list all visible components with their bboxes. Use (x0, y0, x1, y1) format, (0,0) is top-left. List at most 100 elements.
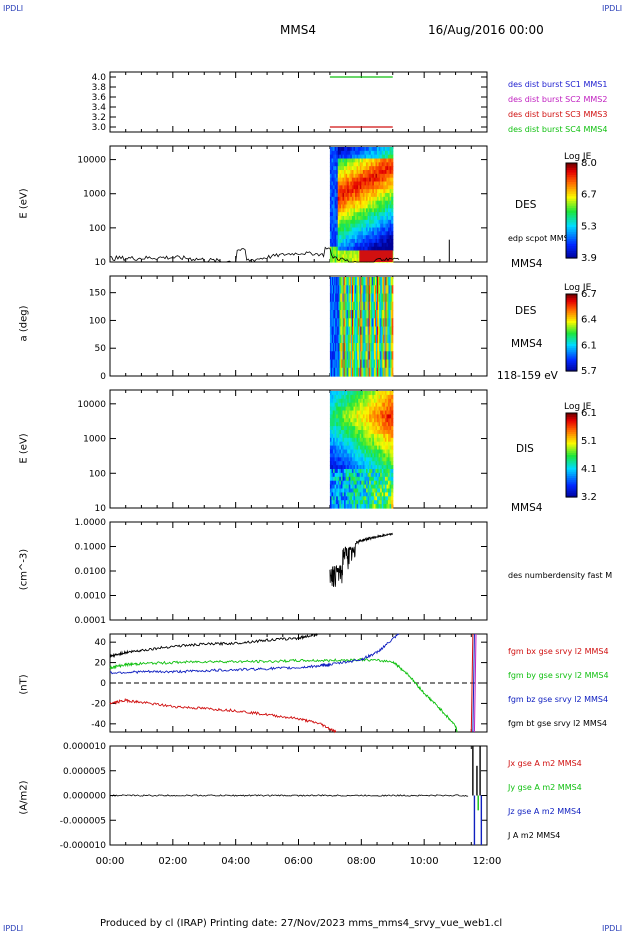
spectrogram-cell (389, 410, 392, 415)
spectrogram-cell (359, 500, 362, 505)
spectrogram-cell (370, 465, 373, 470)
spectrogram-cell (354, 318, 356, 328)
spectrogram-cell (375, 326, 378, 336)
spectrogram-cell (333, 227, 336, 232)
spectrogram-cell (340, 414, 344, 419)
spectrogram-cell (367, 472, 370, 478)
spectrogram-cell (375, 422, 378, 427)
spectrogram-cell (375, 476, 378, 482)
spectrogram-cell (372, 166, 375, 171)
spectrogram-cell (386, 200, 389, 206)
spectrogram-cell (367, 480, 370, 486)
spectrogram-cell (370, 189, 373, 194)
spectrogram-cell (378, 219, 381, 225)
spectrogram-cell (339, 488, 342, 493)
spectrogram-cell (356, 147, 359, 152)
spectrogram-cell (375, 285, 378, 295)
spectrogram-cell (355, 285, 357, 295)
spectrogram-cell (355, 196, 358, 202)
spectrogram-cell (340, 367, 343, 377)
spectrogram-cell (358, 285, 360, 295)
spectrogram-cell (359, 189, 362, 194)
spectrogram-cell (377, 441, 380, 447)
spectrogram-cell (372, 242, 375, 248)
spectrogram-cell (373, 285, 376, 295)
legend-entry: fgm by gse srvy l2 MMS4 (508, 671, 609, 680)
spectrogram-cell (333, 235, 336, 240)
spectrogram-cell (381, 391, 384, 396)
spectrogram-cell (384, 227, 388, 232)
spectrogram-cell (334, 488, 337, 493)
spectrogram-cell (366, 410, 369, 415)
spectrogram-cell (348, 402, 351, 408)
spectrogram-cell (370, 496, 373, 501)
spectrogram-cell (337, 200, 340, 206)
spectrogram-cell (366, 343, 369, 352)
spectrogram-cell (359, 391, 362, 396)
spectrogram-cell (364, 433, 367, 439)
spectrogram-cell (334, 359, 336, 369)
spectrogram-cell (378, 318, 380, 328)
spectrogram-cell (365, 277, 368, 286)
spectrogram-cell (375, 441, 378, 447)
spectrogram-cell (369, 162, 372, 167)
spectrogram-cell (358, 398, 361, 404)
colorbar-tick-label: 3.2 (581, 492, 597, 503)
spectrogram-cell (350, 254, 353, 259)
spectrogram-cell (344, 406, 347, 412)
spectrogram-cell (355, 318, 357, 328)
spectrogram-cell (329, 406, 333, 412)
spectrogram-cell (380, 394, 383, 400)
colorbar-segment (566, 229, 577, 233)
spectrogram-cell (377, 216, 380, 221)
spectrogram-cell (388, 343, 391, 352)
spectrogram-cell (381, 402, 384, 408)
spectrogram-cell (335, 334, 337, 344)
spectrogram-cell (366, 476, 369, 482)
spectrogram-cell (343, 285, 346, 295)
spectrogram-cell (363, 326, 366, 336)
spectrogram-cell (345, 445, 348, 451)
spectrogram-cell (356, 181, 359, 186)
spectrogram-cell (366, 334, 369, 344)
spectrogram-cell (329, 200, 333, 206)
spectrogram-cell (381, 147, 384, 152)
spectrogram-cell (375, 189, 378, 194)
spectrogram-cell (356, 301, 358, 311)
spectrogram-cell (340, 410, 344, 415)
spectrogram-cell (370, 193, 373, 198)
spectrogram-cell (367, 204, 370, 209)
spectrogram-cell (387, 277, 390, 286)
spectrogram-cell (356, 367, 358, 377)
spectrogram-cell (373, 394, 377, 400)
spectrogram-cell (388, 465, 391, 470)
spectrogram-cell (382, 326, 384, 336)
spectrogram-cell (366, 472, 369, 478)
spectrogram-cell (384, 310, 387, 319)
spectrogram-cell (339, 227, 342, 232)
spectrogram-cell (378, 208, 381, 213)
spectrogram-cell (364, 402, 367, 408)
spectrogram-cell (373, 453, 377, 458)
colorbar-segment (566, 478, 577, 481)
spectrogram-cell (337, 154, 340, 160)
spectrogram-cell (383, 310, 385, 319)
spectrogram-cell (380, 472, 383, 478)
spectrogram-cell (358, 254, 361, 259)
spectrogram-cell (362, 189, 366, 194)
spectrogram-cell (369, 235, 372, 240)
spectrogram-cell (364, 465, 367, 470)
spectrogram-cell (354, 301, 356, 311)
spectrogram-cell (381, 465, 384, 470)
spectrogram-cell (389, 500, 392, 505)
spectrogram-cell (372, 277, 375, 286)
spectrogram-cell (347, 158, 350, 163)
spectrogram-cell (386, 235, 389, 240)
spectrogram-cell (355, 239, 358, 244)
spectrogram-cell (337, 223, 340, 229)
spectrogram-cell (336, 476, 339, 482)
spectrogram-cell (363, 318, 366, 328)
spectrogram-cell (338, 351, 340, 361)
spectrogram-cell (378, 204, 381, 209)
